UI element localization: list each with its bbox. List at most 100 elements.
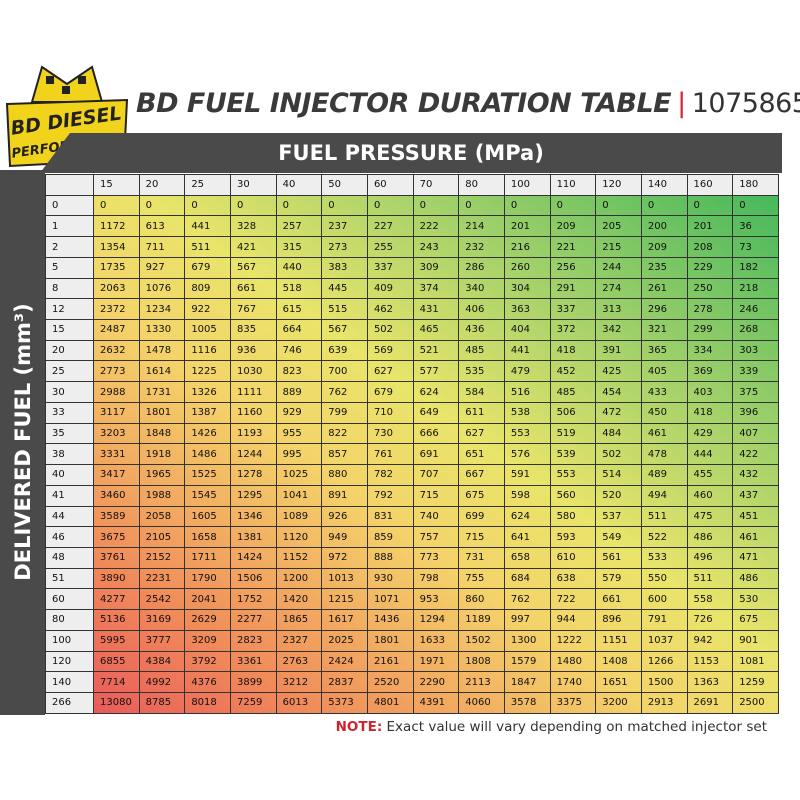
table-cell: 472 <box>595 401 642 424</box>
table-cell: 927 <box>138 256 186 279</box>
table-cell: 610 <box>549 546 597 569</box>
table-cell: 431 <box>412 298 460 321</box>
row-band <box>0 170 45 715</box>
table-cell: 560 <box>549 484 597 507</box>
table-cell: 1614 <box>138 360 186 383</box>
table-cell: 372 <box>549 319 597 341</box>
table-cell: 2988 <box>93 381 140 403</box>
table-cell: 229 <box>686 256 734 279</box>
table-cell: 0 <box>595 194 642 217</box>
table-cell: 1076 <box>138 277 186 300</box>
table-cell: 791 <box>640 609 688 631</box>
table-row: 5 1735 927 679 567 440 383 337 309 286 260 256 244 23… <box>45 256 779 279</box>
table-cell: 3792 <box>184 650 231 673</box>
table-cell: 944 <box>549 609 597 631</box>
table-cell: 942 <box>686 629 734 652</box>
table-cell: 5136 <box>93 609 140 631</box>
table-cell: 337 <box>366 256 414 279</box>
table-cell: 1244 <box>229 443 277 466</box>
table-cell: 666 <box>412 422 460 445</box>
table-row: 44 3589 2058 1605 1346 1089 926 831 740 699 624 580… <box>45 505 779 528</box>
table-cell: 639 <box>321 339 368 362</box>
table-cell: 485 <box>549 381 597 403</box>
table-cell: 740 <box>412 505 460 528</box>
table-cell: 409 <box>366 277 414 300</box>
table-cell: 746 <box>275 339 323 362</box>
table-cell: 3761 <box>93 546 140 569</box>
table-cell: 1222 <box>549 629 597 652</box>
table-cell: 441 <box>503 339 551 362</box>
row-label: 33 <box>45 401 94 424</box>
table-cell: 365 <box>640 339 688 362</box>
table-cell: 2105 <box>138 526 186 548</box>
table-cell: 208 <box>686 236 734 258</box>
table-cell: 600 <box>640 588 688 611</box>
row-label: 38 <box>45 443 94 466</box>
table-row: 80 5136 3169 2629 2277 1865 1617 1436 1294 1189 99… <box>45 609 779 631</box>
table-cell: 1354 <box>93 236 140 258</box>
table-cell: 502 <box>366 319 414 341</box>
table-cell: 3899 <box>229 671 277 693</box>
table-cell: 0 <box>184 194 231 217</box>
table-row: 15 2487 1330 1005 835 664 567 502 465 436 404 372 34… <box>45 319 779 341</box>
table-cell: 611 <box>458 401 505 424</box>
table-cell: 0 <box>732 194 779 217</box>
column-label: 180 <box>732 174 779 196</box>
table-cell: 1801 <box>138 401 186 424</box>
row-label: 20 <box>45 339 94 362</box>
table-cell: 1711 <box>184 546 231 569</box>
title-text: BD FUEL INJECTOR DURATION TABLE <box>136 88 672 119</box>
table-cell: 0 <box>275 194 323 217</box>
table-cell: 8785 <box>138 691 186 715</box>
table-cell: 2058 <box>138 505 186 528</box>
row-label: 15 <box>45 319 94 341</box>
table-cell: 1605 <box>184 505 231 528</box>
table-cell: 1545 <box>184 484 231 507</box>
table-cell: 823 <box>275 360 323 383</box>
table-cell: 707 <box>412 464 460 486</box>
table-cell: 953 <box>412 588 460 611</box>
table-cell: 3589 <box>93 505 140 528</box>
table-cell: 1731 <box>138 381 186 403</box>
table-cell: 641 <box>503 526 551 548</box>
table-cell: 930 <box>366 567 414 590</box>
table-cell: 0 <box>229 194 277 217</box>
table-cell: 321 <box>640 319 688 341</box>
row-label: 120 <box>45 650 94 673</box>
table-cell: 1918 <box>138 443 186 466</box>
table-cell: 3675 <box>93 526 140 548</box>
table-cell: 835 <box>229 319 277 341</box>
table-row: 100 5995 3777 3209 2823 2327 2025 1801 1633 1502 1… <box>45 629 779 652</box>
table-cell: 4992 <box>138 671 186 693</box>
table-cell: 455 <box>686 464 734 486</box>
table-cell: 1215 <box>321 588 368 611</box>
table-cell: 691 <box>412 443 460 466</box>
table-cell: 425 <box>595 360 642 383</box>
table-cell: 809 <box>184 277 231 300</box>
table-cell: 2277 <box>229 609 277 631</box>
table-cell: 700 <box>321 360 368 383</box>
table-cell: 299 <box>686 319 734 341</box>
table-cell: 896 <box>595 609 642 631</box>
table-cell: 936 <box>229 339 277 362</box>
table-cell: 3209 <box>184 629 231 652</box>
table-cell: 462 <box>366 298 414 321</box>
table-cell: 1658 <box>184 526 231 548</box>
table-cell: 926 <box>321 505 368 528</box>
row-label: 5 <box>45 256 94 279</box>
table-cell: 522 <box>640 526 688 548</box>
table-cell: 538 <box>503 401 551 424</box>
column-header: FUEL PRESSURE (MPa) <box>40 133 782 173</box>
table-cell: 577 <box>412 360 460 383</box>
column-label: 25 <box>184 174 231 196</box>
table-cell: 2629 <box>184 609 231 631</box>
table-cell: 255 <box>366 236 414 258</box>
table-cell: 309 <box>412 256 460 279</box>
table-cell: 0 <box>549 194 597 217</box>
table-cell: 576 <box>503 443 551 466</box>
table-cell: 2913 <box>640 691 688 715</box>
table-cell: 1579 <box>503 650 551 673</box>
table-cell: 1801 <box>366 629 414 652</box>
table-cell: 888 <box>366 546 414 569</box>
table-cell: 1037 <box>640 629 688 652</box>
